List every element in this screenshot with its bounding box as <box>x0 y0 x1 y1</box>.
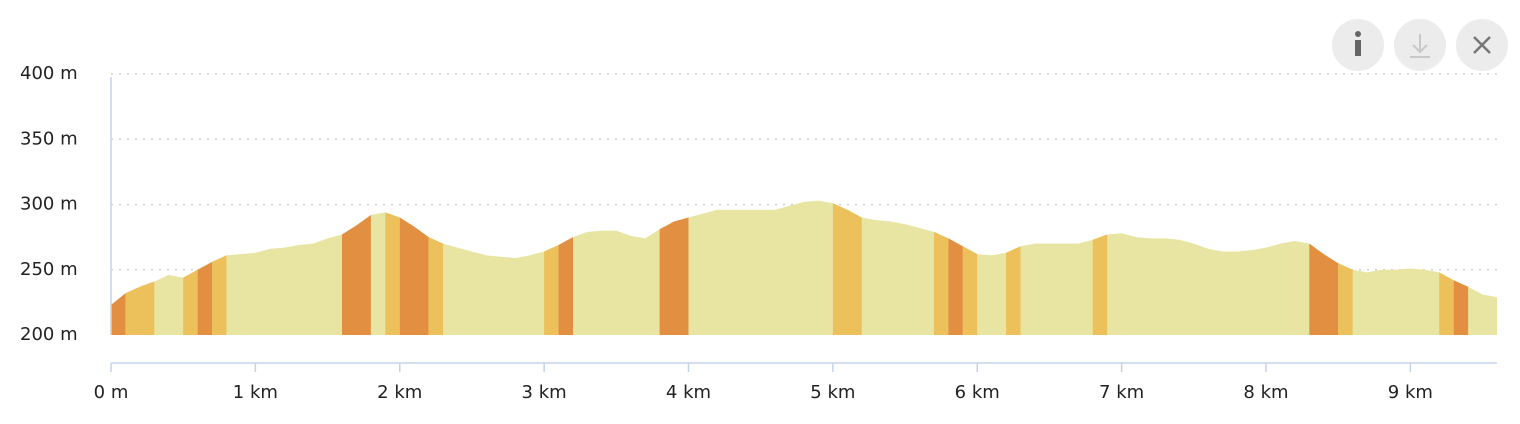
grade-band <box>558 237 573 335</box>
x-tick-label: 1 km <box>233 382 278 403</box>
x-tick-label: 0 m <box>94 382 129 403</box>
y-tick-label: 350 m <box>20 128 78 149</box>
grade-band <box>1439 272 1454 335</box>
grade-band <box>385 212 400 335</box>
grade-band <box>1453 280 1469 335</box>
grade-band <box>933 231 949 335</box>
grade-band <box>1006 246 1021 335</box>
y-tick-label: 300 m <box>20 194 78 215</box>
grade-band <box>948 238 963 335</box>
y-tick-label: 250 m <box>20 259 78 280</box>
x-tick-label: 3 km <box>522 382 567 403</box>
y-tick-label: 200 m <box>20 324 78 345</box>
grade-band <box>212 255 227 335</box>
grade-band <box>111 293 126 335</box>
download-button[interactable] <box>1394 19 1446 71</box>
y-tick-label: 400 m <box>20 63 78 84</box>
x-tick-label: 4 km <box>666 382 711 403</box>
grade-band <box>659 217 689 335</box>
grade-band <box>1338 263 1353 335</box>
info-button[interactable] <box>1332 19 1384 71</box>
grade-band <box>399 217 429 335</box>
x-tick-label: 8 km <box>1243 382 1288 403</box>
x-tick-label: 2 km <box>377 382 422 403</box>
x-tick-label: 7 km <box>1099 382 1144 403</box>
grade-band <box>125 281 155 335</box>
grade-band <box>428 237 444 335</box>
grade-band <box>544 244 559 335</box>
grade-band <box>183 269 198 335</box>
x-tick-label: 6 km <box>955 382 1000 403</box>
close-button[interactable] <box>1456 19 1508 71</box>
x-tick-label: 9 km <box>1388 382 1433 403</box>
grade-band <box>962 246 978 335</box>
grade-band <box>1092 234 1108 335</box>
x-tick-label: 5 km <box>810 382 855 403</box>
grade-band <box>832 203 862 335</box>
grade-band <box>1309 243 1339 335</box>
grade-band <box>342 214 371 335</box>
grade-band <box>197 261 213 335</box>
elevation-area <box>111 200 1497 335</box>
